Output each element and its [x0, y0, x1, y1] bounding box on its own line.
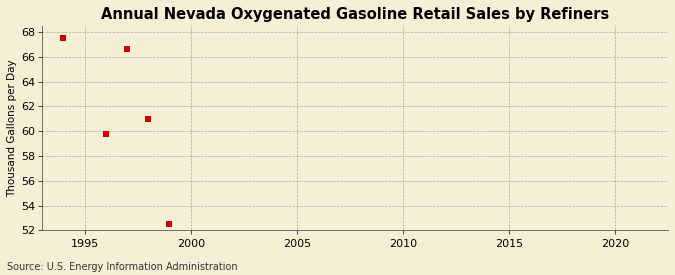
Title: Annual Nevada Oxygenated Gasoline Retail Sales by Refiners: Annual Nevada Oxygenated Gasoline Retail…	[101, 7, 610, 22]
Text: Source: U.S. Energy Information Administration: Source: U.S. Energy Information Administ…	[7, 262, 238, 272]
Point	[122, 47, 132, 52]
Point	[164, 222, 175, 227]
Y-axis label: Thousand Gallons per Day: Thousand Gallons per Day	[7, 59, 17, 197]
Point	[101, 131, 111, 136]
Point	[58, 36, 69, 40]
Point	[143, 117, 154, 121]
